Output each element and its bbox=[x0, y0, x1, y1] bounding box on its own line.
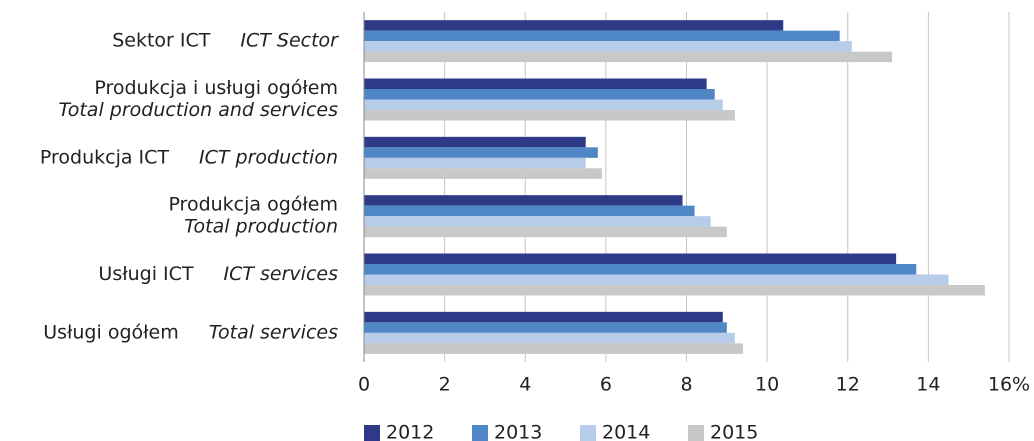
bar bbox=[364, 205, 695, 217]
x-tick-label: 2 bbox=[439, 374, 451, 396]
bar bbox=[364, 274, 949, 285]
bar bbox=[364, 168, 602, 179]
bar bbox=[364, 147, 598, 158]
bar bbox=[364, 157, 586, 169]
category-label: Usługi ICT bbox=[98, 263, 193, 285]
x-tick-label: 4 bbox=[519, 374, 531, 396]
x-tick-label: 12 bbox=[836, 374, 860, 396]
category-label: Sektor ICT bbox=[112, 30, 211, 52]
legend-label: 2014 bbox=[602, 422, 650, 441]
bar bbox=[364, 311, 723, 323]
bar bbox=[364, 264, 917, 275]
x-tick-label: 0 bbox=[358, 374, 370, 396]
category-translation: ICT services bbox=[224, 263, 339, 285]
bar bbox=[364, 343, 743, 354]
x-tick-label: 6 bbox=[600, 374, 612, 396]
legend-label: 2015 bbox=[710, 422, 758, 441]
bar bbox=[364, 78, 707, 89]
bar bbox=[364, 332, 735, 344]
category-translation: Total production bbox=[184, 216, 338, 238]
bar bbox=[364, 226, 727, 238]
bar bbox=[364, 216, 711, 227]
bar bbox=[364, 322, 727, 333]
x-tick-label: 10 bbox=[755, 374, 779, 396]
bar bbox=[364, 195, 683, 206]
category-translation: ICT production bbox=[199, 146, 338, 168]
x-tick-label: 14 bbox=[916, 374, 940, 396]
bar bbox=[364, 99, 723, 110]
x-tick-label: 16% bbox=[988, 374, 1030, 396]
bar bbox=[364, 41, 852, 52]
bar bbox=[364, 136, 586, 148]
category-label: Usługi ogółem bbox=[43, 321, 179, 343]
bar bbox=[364, 89, 715, 100]
x-tick-label: 8 bbox=[680, 374, 692, 396]
category-label: Produkcja i usługi ogółem bbox=[94, 77, 338, 99]
category-translation: ICT Sector bbox=[240, 30, 339, 52]
legend-label: 2013 bbox=[494, 422, 542, 441]
legend-swatch bbox=[580, 425, 596, 441]
bar bbox=[364, 285, 985, 296]
bar bbox=[364, 253, 897, 264]
legend-swatch bbox=[472, 425, 488, 441]
legend-label: 2012 bbox=[386, 422, 434, 441]
bar bbox=[364, 20, 784, 31]
category-label: Produkcja ICT bbox=[40, 146, 170, 168]
legend-swatch bbox=[688, 425, 704, 441]
legend-swatch bbox=[364, 425, 380, 441]
category-translation: Total services bbox=[209, 321, 338, 343]
category-translation: Total production and services bbox=[58, 99, 338, 121]
category-label: Produkcja ogółem bbox=[168, 194, 338, 216]
bar bbox=[364, 51, 893, 63]
bar bbox=[364, 30, 840, 42]
bar bbox=[364, 110, 735, 121]
